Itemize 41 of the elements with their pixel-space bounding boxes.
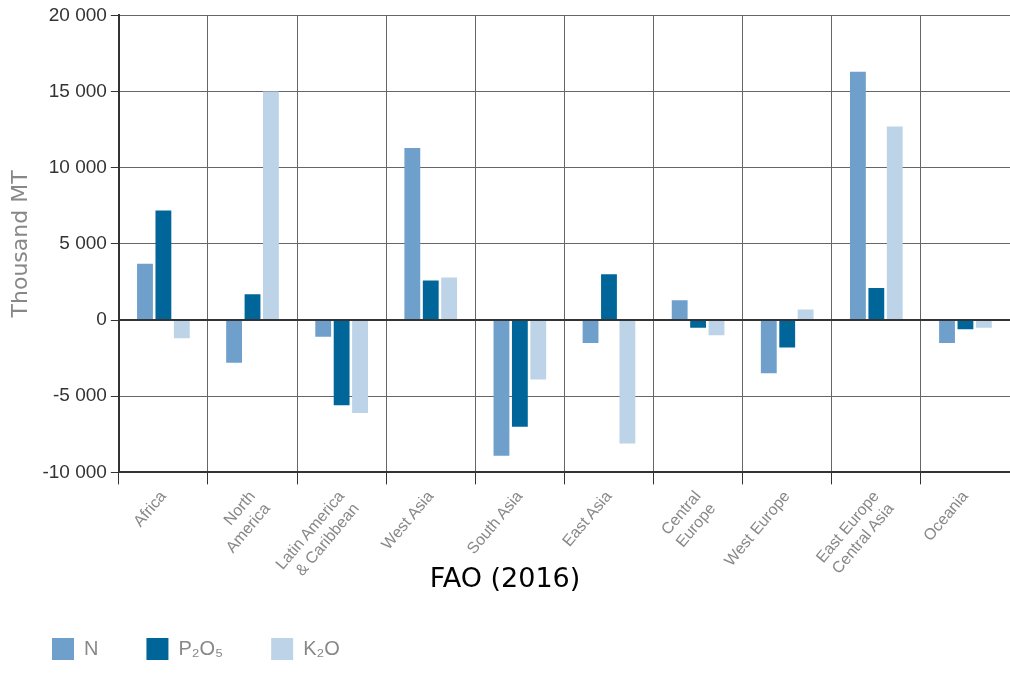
bar — [315, 320, 332, 337]
y-tick-label: 20 000 — [48, 3, 107, 25]
bar — [493, 320, 510, 456]
legend-label: P₂O₅ — [178, 636, 224, 659]
bar — [333, 320, 350, 406]
bar — [582, 320, 599, 343]
bar — [226, 320, 243, 363]
y-tick-label: 10 000 — [48, 155, 107, 177]
y-tick-label: 15 000 — [48, 79, 107, 101]
legend-label: N — [84, 636, 99, 659]
bar — [849, 71, 866, 320]
y-tick-label: 5 000 — [59, 232, 107, 254]
y-tick-label: 0 — [96, 308, 107, 330]
bar — [173, 320, 190, 339]
bar — [619, 320, 636, 444]
bar — [760, 320, 777, 374]
bar — [868, 288, 885, 320]
bar — [690, 320, 707, 328]
y-axis-title: Thousand MT — [6, 169, 32, 319]
y-tick-label: -10 000 — [42, 460, 107, 482]
bar — [263, 91, 279, 320]
bar — [708, 320, 725, 336]
bar — [975, 320, 992, 328]
bar — [530, 320, 547, 380]
bar — [441, 277, 458, 320]
bar — [155, 210, 172, 320]
bar — [601, 274, 617, 320]
bar — [352, 320, 368, 413]
legend-label: K₂O — [303, 636, 340, 659]
bar — [404, 147, 421, 320]
bar — [422, 280, 439, 320]
y-tick-label: -5 000 — [52, 384, 107, 406]
bar — [779, 320, 796, 348]
bar — [797, 309, 814, 320]
bar — [511, 320, 528, 427]
text: FAO (2016) — [429, 562, 581, 593]
bar — [244, 294, 261, 320]
bar — [886, 126, 903, 320]
bar — [939, 320, 955, 343]
bar — [671, 300, 688, 320]
bar — [137, 263, 153, 320]
